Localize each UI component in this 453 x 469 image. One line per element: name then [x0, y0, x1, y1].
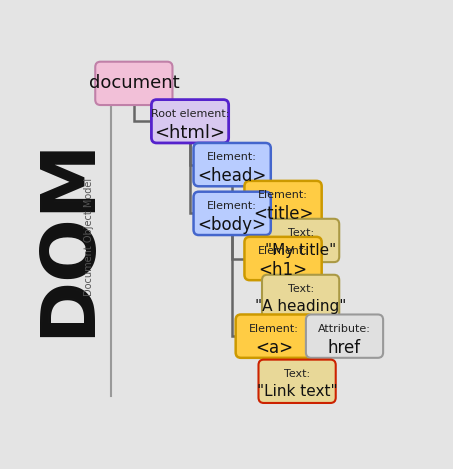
- FancyBboxPatch shape: [245, 181, 322, 224]
- Text: Element:: Element:: [258, 246, 308, 256]
- Text: Element:: Element:: [249, 324, 299, 333]
- Text: Element:: Element:: [258, 190, 308, 200]
- Text: Element:: Element:: [207, 152, 257, 162]
- Text: Text:: Text:: [288, 228, 313, 238]
- Text: Element:: Element:: [207, 201, 257, 211]
- FancyBboxPatch shape: [193, 192, 271, 235]
- FancyBboxPatch shape: [236, 315, 313, 358]
- Text: Attribute:: Attribute:: [318, 324, 371, 333]
- Text: Text:: Text:: [288, 284, 313, 294]
- Text: <body>: <body>: [198, 216, 267, 234]
- FancyBboxPatch shape: [262, 219, 339, 262]
- Text: <html>: <html>: [154, 124, 226, 142]
- Text: href: href: [328, 339, 361, 357]
- FancyBboxPatch shape: [262, 275, 339, 318]
- Text: Text:: Text:: [284, 369, 310, 378]
- Text: document: document: [88, 75, 179, 92]
- Text: <head>: <head>: [198, 167, 267, 185]
- FancyBboxPatch shape: [193, 143, 271, 186]
- Text: "My title": "My title": [265, 243, 336, 258]
- Text: <title>: <title>: [253, 205, 313, 223]
- Text: <a>: <a>: [255, 339, 294, 357]
- Text: DOM: DOM: [32, 136, 105, 337]
- Text: "Link text": "Link text": [257, 384, 337, 399]
- FancyBboxPatch shape: [245, 237, 322, 280]
- FancyBboxPatch shape: [151, 99, 229, 143]
- Text: "A heading": "A heading": [255, 299, 346, 314]
- Text: <h1>: <h1>: [259, 261, 308, 279]
- FancyBboxPatch shape: [259, 360, 336, 403]
- Text: Document Object Model: Document Object Model: [84, 178, 94, 296]
- FancyBboxPatch shape: [306, 315, 383, 358]
- FancyBboxPatch shape: [95, 62, 173, 105]
- Text: Root element:: Root element:: [151, 109, 229, 119]
